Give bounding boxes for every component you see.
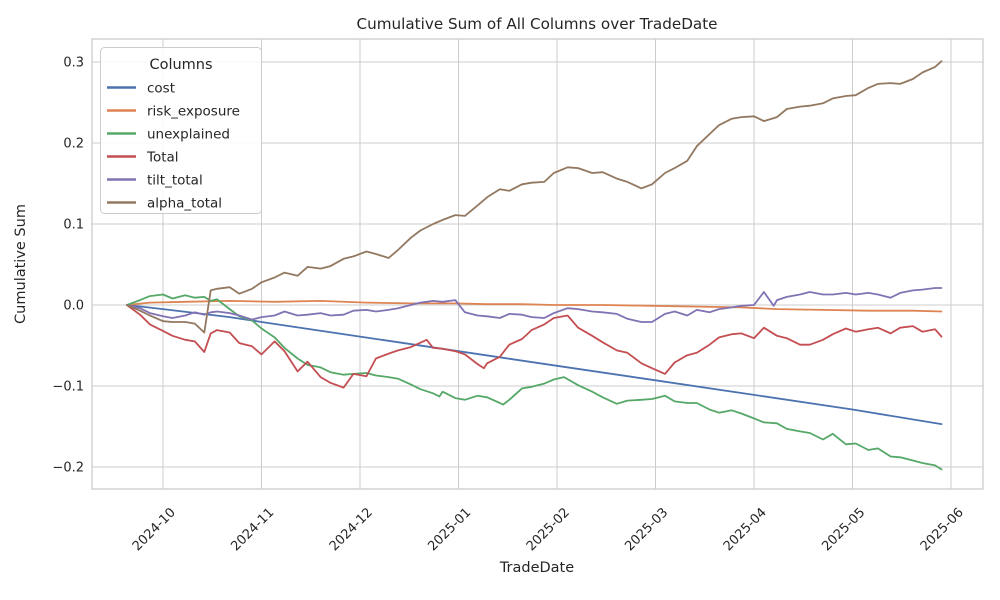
x-tick-label: 2025-03 xyxy=(622,505,671,554)
x-tick-label: 2024-11 xyxy=(228,505,277,554)
x-axis-label: TradeDate xyxy=(499,560,574,576)
y-tick-label: −0.1 xyxy=(52,380,84,395)
legend-box xyxy=(100,47,262,214)
series-lines xyxy=(126,60,943,471)
x-tick-label: 2025-04 xyxy=(721,505,770,554)
series-line-risk_exposure xyxy=(126,299,943,313)
y-tick-label: 0.0 xyxy=(63,299,84,314)
series-line-tilt_total xyxy=(126,287,943,323)
legend-label-Total: Total xyxy=(146,149,179,165)
x-tick-label: 2024-10 xyxy=(130,505,179,554)
series-line-cost xyxy=(126,304,943,426)
legend-label-risk_exposure: risk_exposure xyxy=(147,103,240,119)
legend-label-cost: cost xyxy=(147,80,175,96)
series-line-unexplained xyxy=(126,293,943,471)
chart-title: Cumulative Sum of All Columns over Trade… xyxy=(357,15,718,33)
y-tick-label: 0.3 xyxy=(63,56,84,71)
legend-title: Columns xyxy=(149,57,212,73)
x-tick-label: 2025-02 xyxy=(524,505,573,554)
x-tick-label: 2025-01 xyxy=(425,505,474,554)
legend-label-alpha_total: alpha_total xyxy=(147,195,222,211)
legend-label-tilt_total: tilt_total xyxy=(147,172,203,188)
plot-border xyxy=(91,38,984,490)
y-tick-label: 0.2 xyxy=(63,137,84,152)
y-axis-label: Cumulative Sum xyxy=(13,204,29,324)
y-tick-label: −0.2 xyxy=(52,461,84,476)
legend-entries: cost risk_exposure unexplained Total tilt_to… xyxy=(107,80,240,211)
y-tick-label: 0.1 xyxy=(63,218,84,233)
x-tick-label: 2025-05 xyxy=(819,505,868,554)
legend-label-unexplained: unexplained xyxy=(147,126,230,142)
x-tick-label: 2024-12 xyxy=(327,505,376,554)
x-tick-label: 2025-06 xyxy=(918,505,967,554)
legend: Columns cost risk_exposure unexplained Tota… xyxy=(100,47,262,214)
series-line-alpha_total xyxy=(126,60,943,334)
series-line-Total xyxy=(126,304,943,389)
